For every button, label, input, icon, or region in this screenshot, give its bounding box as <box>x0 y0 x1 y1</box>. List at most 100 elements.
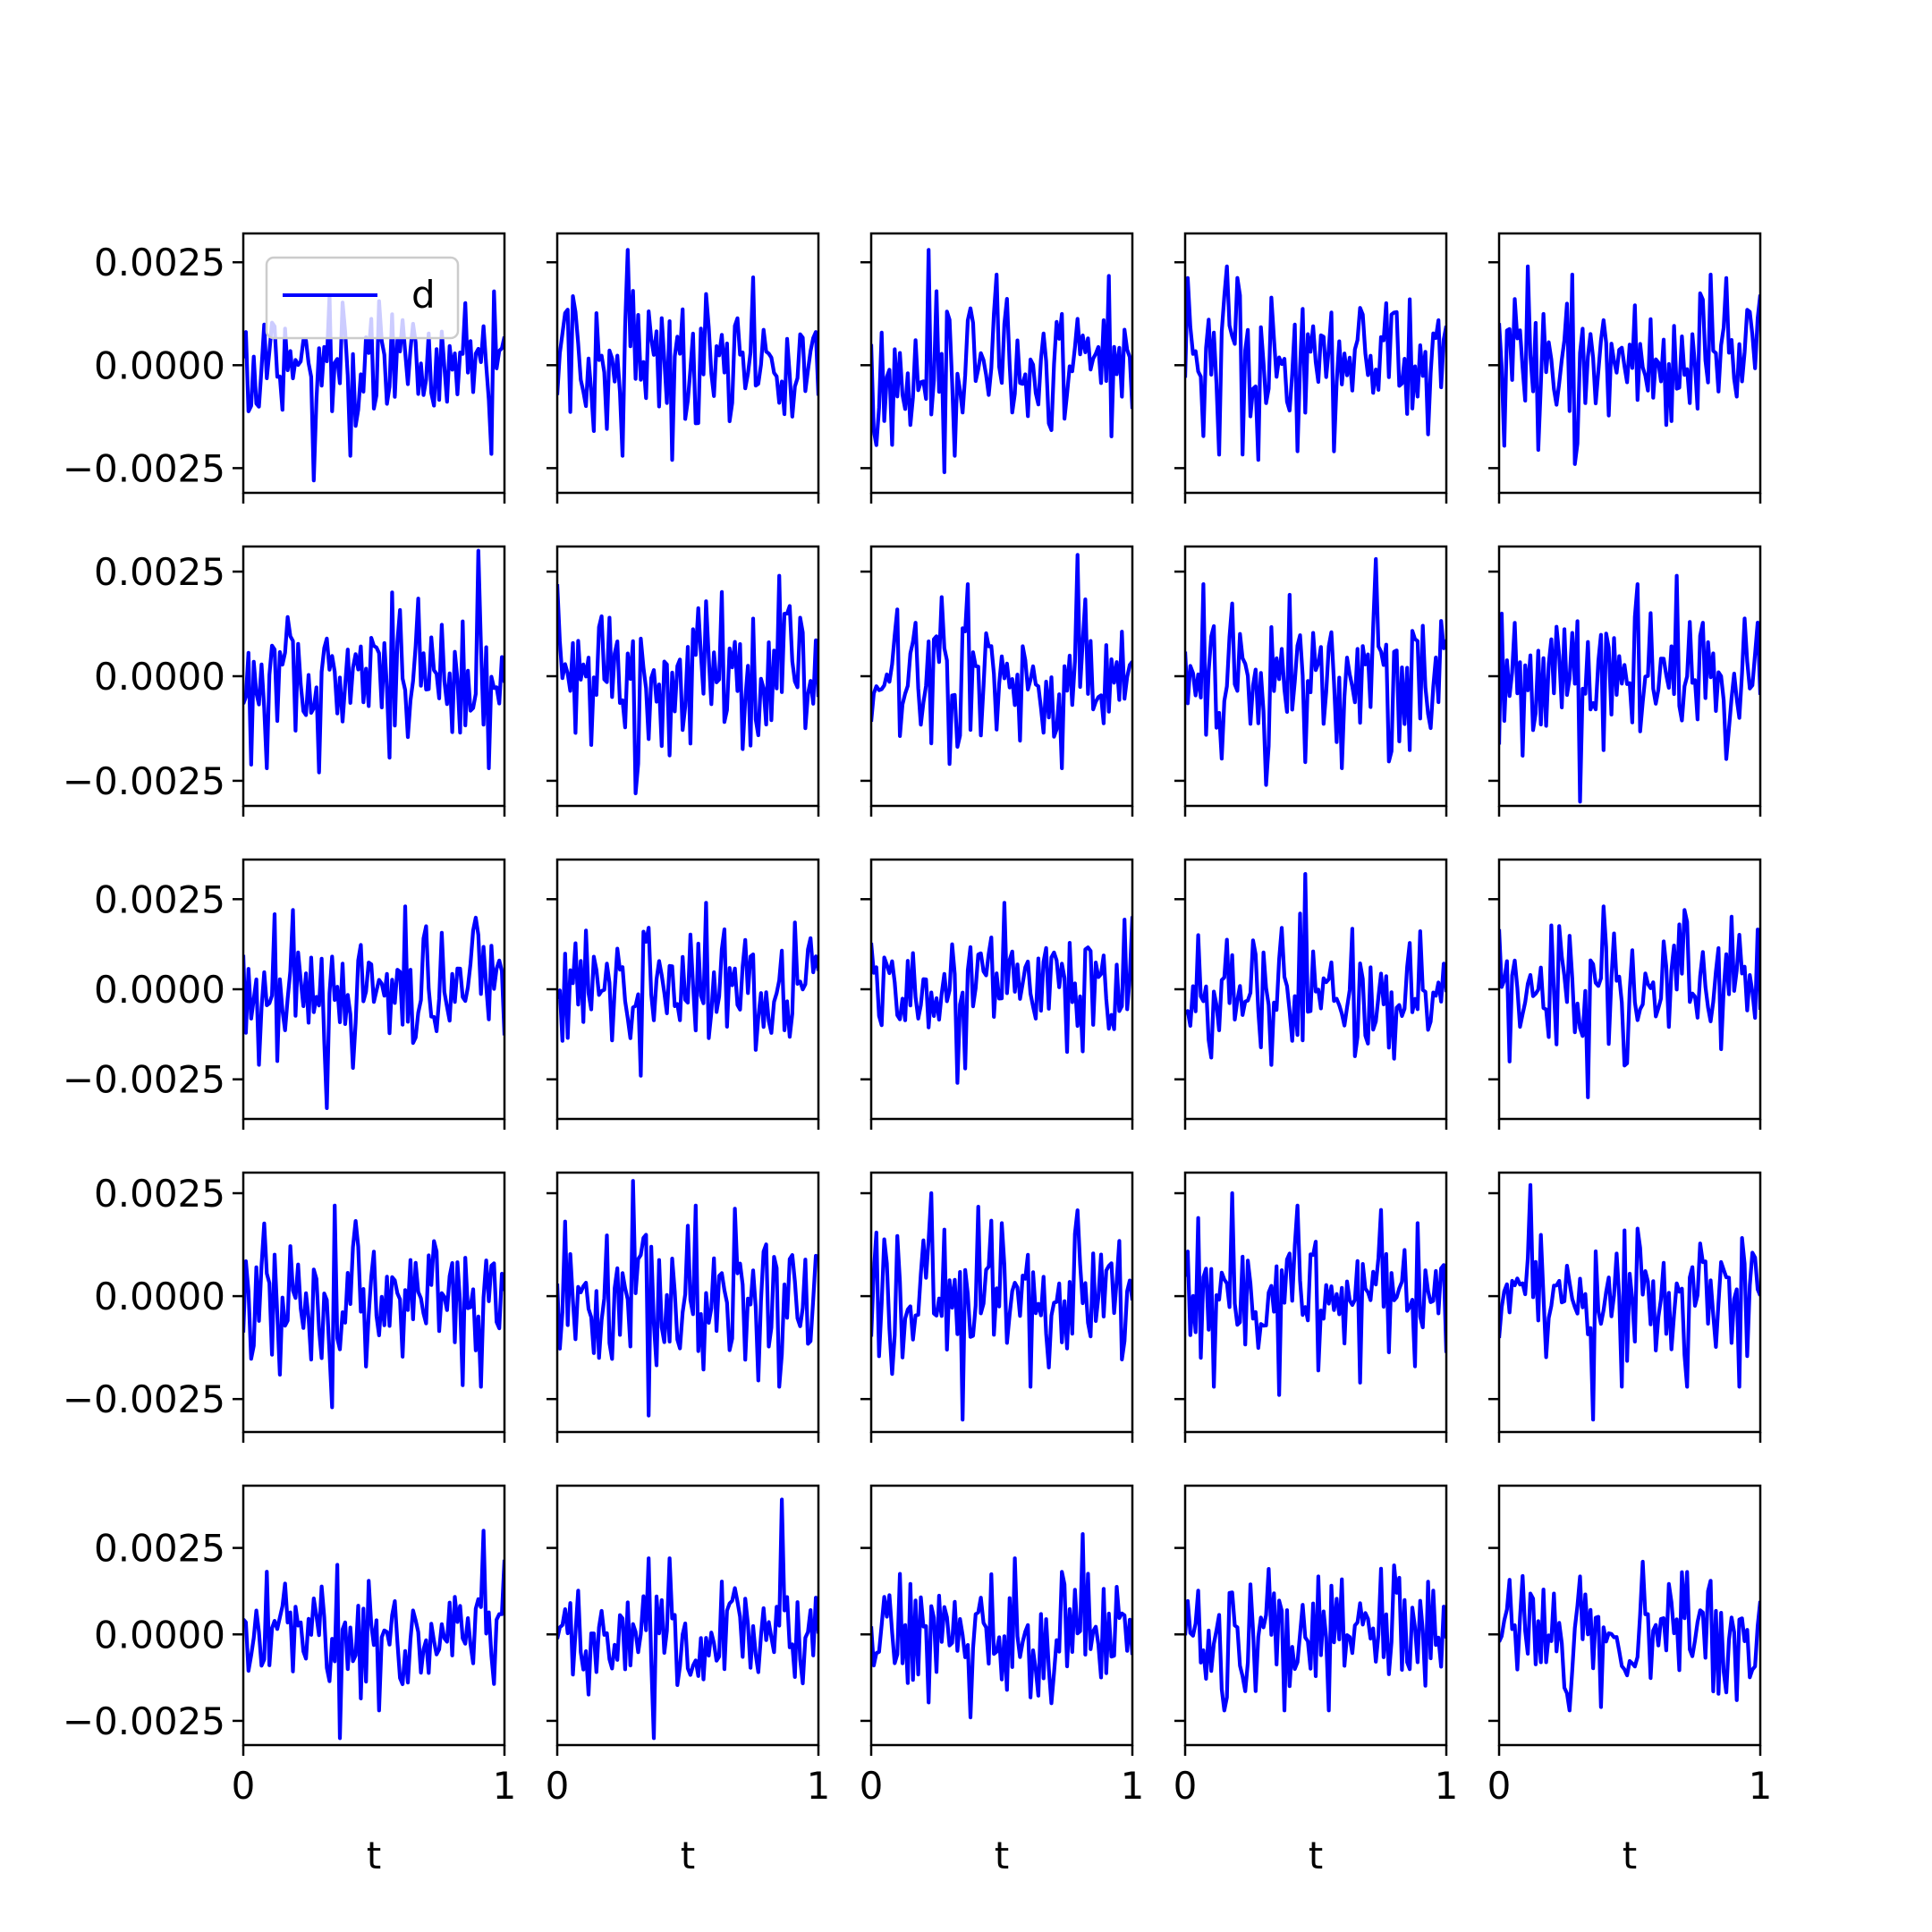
series-line <box>871 1191 1132 1422</box>
subplot <box>1488 232 1762 504</box>
x-axis-label: t <box>1309 1834 1323 1877</box>
y-tick-label: 0.0025 <box>94 1172 225 1216</box>
subplot: 0.0025 0.0000 −0.0025 <box>63 1171 506 1443</box>
y-tick-label: 0.0000 <box>94 968 225 1012</box>
subplot <box>860 858 1134 1130</box>
series-line <box>557 248 818 462</box>
subplot: 0 1 t <box>1174 1484 1459 1877</box>
y-tick-label: −0.0025 <box>63 1377 225 1421</box>
subplot-frame <box>1183 1484 1448 1747</box>
legend-frame <box>265 256 460 340</box>
subplots-layer: 0.00250.0000−0.00250.00250.0000−0.00250.… <box>63 232 1773 1877</box>
subplot <box>547 1171 820 1443</box>
series-line <box>243 289 504 483</box>
y-tick-label: 0.0000 <box>94 1275 225 1318</box>
subplot-frame <box>242 232 506 495</box>
y-tick-label: −0.0025 <box>63 1058 225 1102</box>
series-line <box>557 1497 818 1741</box>
subplot-frame <box>869 1171 1134 1434</box>
y-tick-label: 0.0025 <box>94 1527 225 1571</box>
subplot-frame <box>242 1484 506 1747</box>
x-tick-label: 0 <box>860 1764 884 1808</box>
series-line <box>1499 1559 1760 1713</box>
x-axis-label: t <box>367 1834 381 1877</box>
y-tick-label: 0.0025 <box>94 550 225 594</box>
series-line <box>243 1529 504 1741</box>
y-tick-label: −0.0025 <box>63 446 225 490</box>
subplot <box>1488 1171 1762 1443</box>
series-line <box>557 573 818 796</box>
series-line <box>1185 1563 1446 1713</box>
y-tick-label: 0.0000 <box>94 1613 225 1657</box>
y-tick-label: 0.0000 <box>94 343 225 387</box>
subplot <box>860 1171 1134 1443</box>
series-line <box>1185 556 1446 787</box>
subplot-frame <box>242 1171 506 1434</box>
x-tick-label: 1 <box>1749 1764 1773 1808</box>
subplot <box>547 858 820 1130</box>
subplot-frame <box>1183 232 1448 495</box>
y-tick-label: −0.0025 <box>63 1699 225 1743</box>
subplot <box>1174 545 1448 817</box>
y-tick-label: 0.0000 <box>94 655 225 699</box>
subplot: 0 1 t <box>546 1484 831 1877</box>
series-line <box>557 901 818 1078</box>
x-axis-label: t <box>1623 1834 1637 1877</box>
subplot-frame <box>869 1484 1134 1747</box>
subplot: 0 1 t <box>1487 1484 1773 1877</box>
subplot: 0 1 t <box>860 1484 1145 1877</box>
subplot <box>1174 858 1448 1130</box>
subplot-frame <box>555 1171 820 1434</box>
x-tick-label: 0 <box>232 1764 256 1808</box>
subplot <box>1488 545 1762 817</box>
subplot <box>547 232 820 504</box>
series-line <box>557 1179 818 1418</box>
subplot <box>1174 232 1448 504</box>
x-axis-label: t <box>681 1834 695 1877</box>
series-line <box>243 1203 504 1410</box>
y-tick-label: −0.0025 <box>63 759 225 803</box>
x-tick-label: 1 <box>1121 1764 1145 1808</box>
series-line <box>243 904 504 1110</box>
series-line <box>871 248 1132 475</box>
subplot: 0.0025 0.0000 −0.0025 <box>63 858 506 1130</box>
x-tick-label: 0 <box>1174 1764 1198 1808</box>
subplot-frame <box>1497 1484 1762 1747</box>
series-line <box>1185 264 1446 462</box>
series-line <box>1499 573 1760 804</box>
subplot <box>547 545 820 817</box>
legend: d <box>265 256 460 340</box>
subplot <box>1488 858 1762 1130</box>
subplot-frame <box>1183 1171 1448 1434</box>
series-line <box>1185 872 1446 1067</box>
subplot <box>860 232 1134 504</box>
subplot-frame <box>1497 1171 1762 1434</box>
x-tick-label: 1 <box>493 1764 517 1808</box>
x-tick-label: 0 <box>546 1764 570 1808</box>
series-line <box>1499 264 1760 466</box>
subplot-frame <box>1497 232 1762 495</box>
series-line <box>243 548 504 775</box>
subplot-frame <box>555 232 820 495</box>
subplot-frame <box>555 1484 820 1747</box>
x-tick-label: 1 <box>807 1764 831 1808</box>
y-tick-label: 0.0025 <box>94 877 225 921</box>
series-line <box>871 553 1132 770</box>
series-line <box>871 901 1132 1085</box>
subplot <box>860 545 1134 817</box>
series-line <box>1499 904 1760 1099</box>
series-line <box>1185 1191 1446 1397</box>
subplot: 0.0025 0.0000 −0.0025 <box>63 232 506 504</box>
subplot: 0.0025 0.0000 −0.0025 <box>63 545 506 817</box>
legend-label: d <box>411 273 436 317</box>
series-line <box>871 1532 1132 1720</box>
y-tick-label: 0.0025 <box>94 241 225 284</box>
x-axis-label: t <box>995 1834 1009 1877</box>
x-tick-label: 1 <box>1435 1764 1459 1808</box>
x-tick-label: 0 <box>1487 1764 1512 1808</box>
series-line <box>1499 1182 1760 1422</box>
subplot-frame <box>869 232 1134 495</box>
subplot <box>1174 1171 1448 1443</box>
